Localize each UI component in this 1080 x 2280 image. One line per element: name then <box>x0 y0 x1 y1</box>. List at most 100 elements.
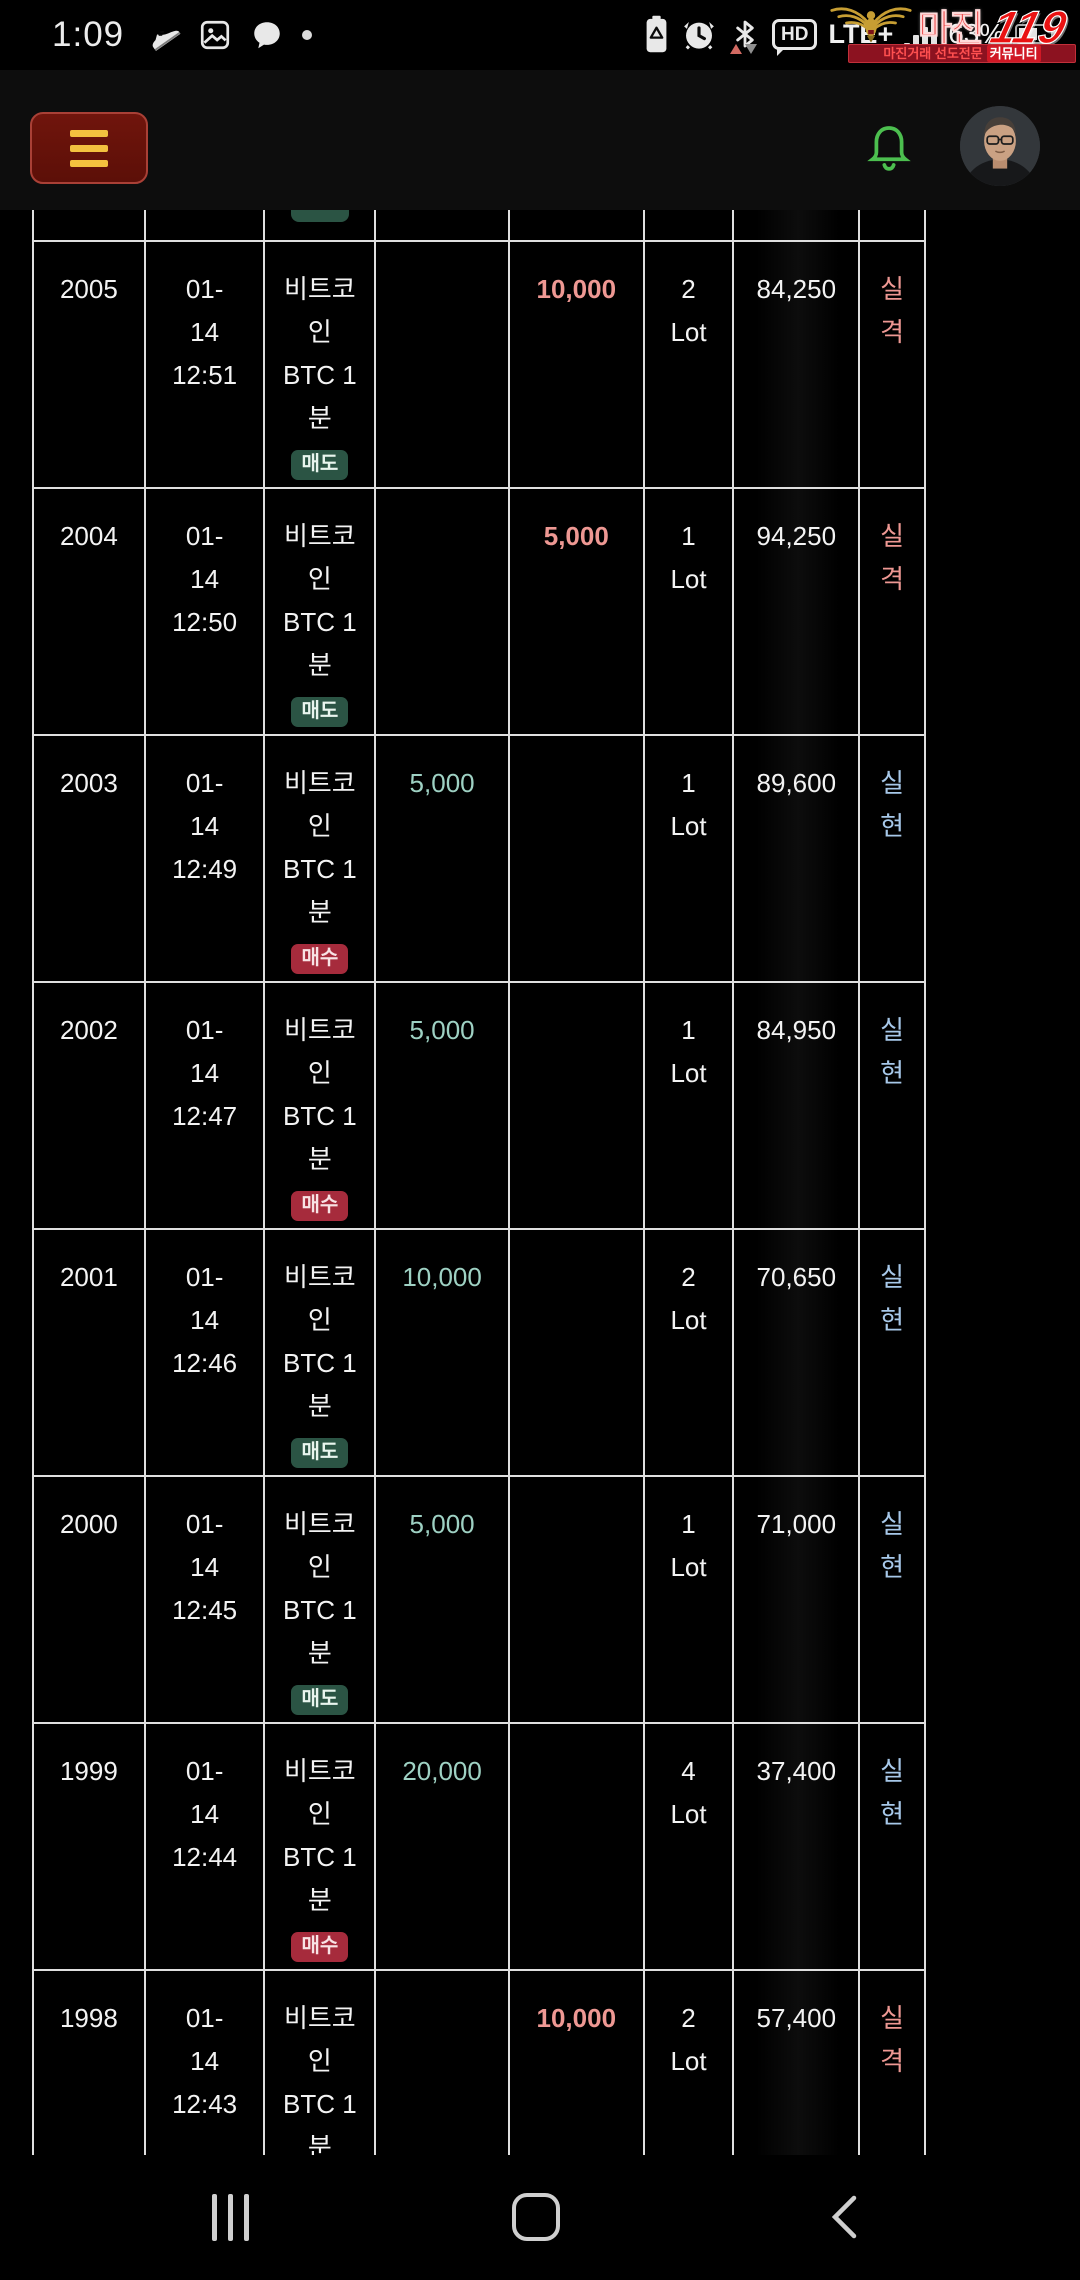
trade-profit: 10,000 <box>376 1230 510 1475</box>
side-badge: 매도 <box>291 696 349 727</box>
upload-arrow-icon <box>730 44 742 54</box>
trade-lots: 4 Lot <box>645 1724 735 1969</box>
gallery-icon <box>198 18 232 52</box>
trade-profit: 5,000 <box>376 983 510 1228</box>
status-text: 실현 <box>880 1509 905 1582</box>
status-text: 실격 <box>880 274 905 347</box>
trade-id: 2005 <box>34 242 146 487</box>
trade-status: 실격 <box>860 489 926 734</box>
side-badge: 매수 <box>291 943 349 974</box>
table-row[interactable]: 2004 01-14 12:50 비트코인 BTC 1분 매도 5,000 1 Lo… <box>34 489 926 736</box>
trade-price: 84,950 <box>734 983 861 1228</box>
home-button[interactable] <box>512 2193 560 2241</box>
trade-id: 2003 <box>34 736 146 981</box>
hamburger-bar <box>70 129 108 137</box>
status-bar: 1:09 <box>0 0 1080 70</box>
side-badge: 매도 <box>291 449 349 480</box>
trade-instrument: 비트코인 BTC 1분 매도 <box>265 242 377 487</box>
trade-status: 실격 <box>860 242 926 487</box>
trade-datetime: 01-14 12:47 <box>146 983 266 1228</box>
bell-icon <box>867 126 911 171</box>
trade-loss <box>510 983 645 1228</box>
hamburger-bar <box>70 159 108 167</box>
user-avatar[interactable] <box>960 106 1040 186</box>
trade-price: 71,000 <box>734 1477 861 1722</box>
trade-status: 실현 <box>860 983 926 1228</box>
download-arrow-icon <box>745 44 757 54</box>
trade-instrument: 비트코인 BTC 1분 매도 <box>265 1230 377 1475</box>
trade-datetime: 01-14 12:51 <box>146 242 266 487</box>
side-badge: 매수 <box>291 1190 349 1221</box>
trade-datetime: 01-14 12:50 <box>146 489 266 734</box>
status-bar-left: 1:09 <box>52 13 313 57</box>
hd-voice-icon: HD <box>772 18 818 56</box>
table-row[interactable]: 1998 01-14 12:43 비트코인 BTC 1분 10,000 2 Lot… <box>34 1971 926 2155</box>
table-row[interactable]: 2000 01-14 12:45 비트코인 BTC 1분 매도 5,000 1 Lo… <box>34 1477 926 1724</box>
trade-instrument: 비트코인 BTC 1분 매수 <box>265 1724 377 1969</box>
side-badge-partial <box>290 210 349 222</box>
status-text: 실현 <box>880 768 905 841</box>
table-row[interactable]: 1999 01-14 12:44 비트코인 BTC 1분 매수 20,000 4 L… <box>34 1724 926 1971</box>
trade-status: 실현 <box>860 1724 926 1969</box>
trade-lots: 1 Lot <box>645 736 735 981</box>
side-badge: 매도 <box>291 1437 349 1468</box>
table-row[interactable]: 2005 01-14 12:51 비트코인 BTC 1분 매도 10,000 2 L… <box>34 242 926 489</box>
trade-price: 89,600 <box>734 736 861 981</box>
trade-loss <box>510 1477 645 1722</box>
notification-bell-button[interactable] <box>858 118 920 180</box>
trade-profit <box>376 242 510 487</box>
app-header <box>0 70 1080 210</box>
trade-profit <box>376 1971 510 2155</box>
trade-datetime: 01-14 12:46 <box>146 1230 266 1475</box>
back-button[interactable] <box>828 2193 860 2241</box>
trade-datetime: 01-14 12:49 <box>146 736 266 981</box>
trade-loss <box>510 736 645 981</box>
trade-history-table: 2005 01-14 12:51 비트코인 BTC 1분 매도 10,000 2 L… <box>32 210 926 2155</box>
hamburger-menu-button[interactable] <box>30 112 148 184</box>
clock-label: 1:09 <box>52 15 125 54</box>
status-text: 실현 <box>880 1756 905 1829</box>
trade-datetime: 01-14 12:45 <box>146 1477 266 1722</box>
trade-loss: 10,000 <box>510 1971 645 2155</box>
status-text: 실현 <box>880 1015 905 1088</box>
trade-lots: 2 Lot <box>645 1971 735 2155</box>
trade-status: 실현 <box>860 1230 926 1475</box>
trade-id: 1999 <box>34 1724 146 1969</box>
trade-profit: 20,000 <box>376 1724 510 1969</box>
side-badge: 매도 <box>291 1684 349 1715</box>
trade-instrument: 비트코인 BTC 1분 매수 <box>265 983 377 1228</box>
table-row[interactable]: 2001 01-14 12:46 비트코인 BTC 1분 매도 10,000 2 L… <box>34 1230 926 1477</box>
trade-lots: 1 Lot <box>645 983 735 1228</box>
avatar-portrait <box>960 106 1040 186</box>
trade-instrument: 비트코인 BTC 1분 매수 <box>265 736 377 981</box>
trade-lots: 2 Lot <box>645 1230 735 1475</box>
shoe-icon <box>145 17 181 53</box>
network-type-label: LTE+ <box>828 18 894 49</box>
side-badge: 매수 <box>291 1931 349 1962</box>
status-text: 실격 <box>880 521 905 594</box>
trade-loss: 10,000 <box>510 242 645 487</box>
android-nav-bar <box>0 2155 1080 2280</box>
hamburger-bar <box>70 144 108 152</box>
table-row[interactable]: 2002 01-14 12:47 비트코인 BTC 1분 매수 5,000 1 Lo… <box>34 983 926 1230</box>
trade-lots: 1 Lot <box>645 489 735 734</box>
data-arrows-icon <box>730 44 757 54</box>
battery-saver-icon <box>644 15 669 53</box>
trade-datetime: 01-14 12:43 <box>146 1971 266 2155</box>
trade-profit: 5,000 <box>376 736 510 981</box>
notification-dot <box>302 30 313 40</box>
alarm-icon <box>680 15 718 53</box>
trade-price: 84,250 <box>734 242 861 487</box>
status-text: 실격 <box>880 2003 905 2076</box>
trade-price: 57,400 <box>734 1971 861 2155</box>
trade-instrument: 비트코인 BTC 1분 <box>265 1971 377 2155</box>
trade-status: 실격 <box>860 1971 926 2155</box>
table-row-partial <box>34 210 926 242</box>
status-text: 실현 <box>880 1262 905 1335</box>
recents-button[interactable] <box>212 2194 249 2241</box>
table-row[interactable]: 2003 01-14 12:49 비트코인 BTC 1분 매수 5,000 1 Lo… <box>34 736 926 983</box>
trade-price: 70,650 <box>734 1230 861 1475</box>
trade-lots: 1 Lot <box>645 1477 735 1722</box>
trade-loss: 5,000 <box>510 489 645 734</box>
